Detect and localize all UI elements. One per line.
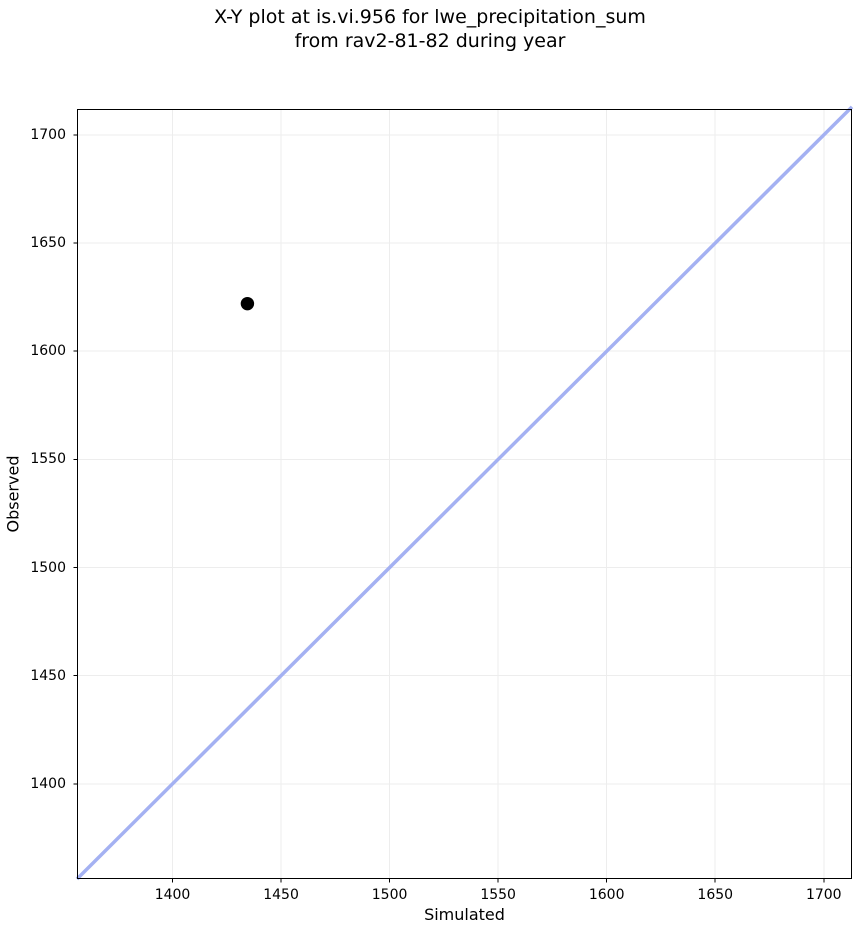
- chart-title-line1: X-Y plot at is.vi.956 for lwe_precipitat…: [214, 6, 646, 28]
- y-tick-label: 1600: [30, 343, 66, 360]
- x-tick-label: 1650: [697, 887, 734, 903]
- data-point: [240, 296, 255, 311]
- x-tick-label: 1400: [154, 887, 191, 903]
- x-tick-label: 1500: [371, 887, 408, 903]
- y-axis-label: Observed: [3, 455, 23, 533]
- y-tick-label: 1450: [30, 667, 66, 684]
- chart-title-line2: from rav2-81-82 during year: [294, 29, 566, 52]
- y-tick-label: 1500: [30, 559, 66, 576]
- x-tick-label: 1600: [588, 887, 625, 903]
- y-tick-label: 1650: [30, 235, 66, 252]
- y-tick-label: 1400: [30, 775, 66, 792]
- y-tick-label: 1700: [30, 126, 66, 143]
- plot-area: [73, 105, 854, 883]
- x-tick-label: 1550: [480, 887, 516, 903]
- x-tick-label: 1700: [805, 887, 842, 903]
- plot-border: [77, 109, 852, 879]
- x-tick-label: 1450: [263, 887, 299, 903]
- x-axis-label: Simulated: [424, 905, 505, 924]
- identity-line: [75, 105, 854, 881]
- chart-title: X-Y plot at is.vi.956 for lwe_precipitat…: [0, 6, 860, 53]
- y-tick-label: 1550: [30, 451, 66, 468]
